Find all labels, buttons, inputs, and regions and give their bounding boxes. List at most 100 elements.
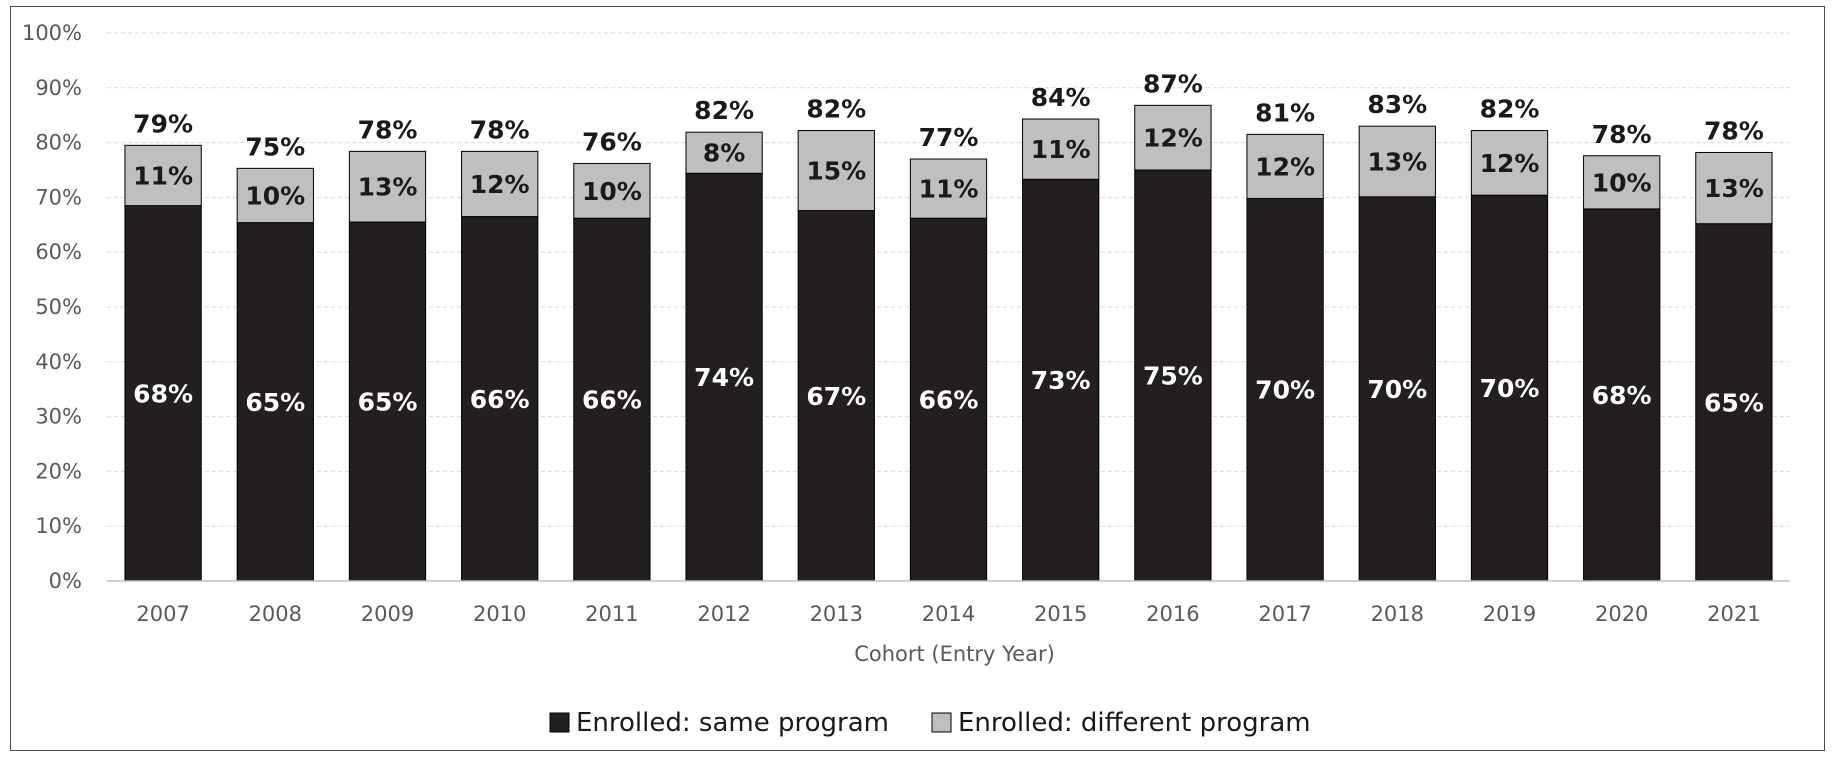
y-tick-label: 40%	[35, 350, 82, 374]
bar-same-program	[909, 217, 988, 582]
total-value-label: 82%	[694, 96, 754, 125]
x-tick-label: 2014	[922, 602, 975, 626]
y-tick-label: 20%	[35, 459, 82, 483]
bar-different-program	[909, 158, 988, 219]
bar-same-program	[461, 216, 539, 582]
bar-different-program	[461, 150, 539, 218]
y-tick-label: 30%	[35, 405, 82, 429]
x-tick-label: 2011	[585, 602, 638, 626]
bars	[124, 104, 1773, 582]
different-program-value-label: 12%	[1480, 149, 1540, 178]
legend-swatch-same-program	[549, 712, 570, 733]
different-program-value-label: 12%	[1255, 152, 1315, 181]
x-tick-label: 2013	[810, 602, 863, 626]
different-program-value-label: 10%	[1592, 168, 1652, 197]
same-program-value-label: 68%	[133, 379, 193, 408]
bar-different-program	[348, 150, 427, 223]
x-axis-title: Cohort (Entry Year)	[854, 642, 1055, 666]
bar-different-program	[685, 131, 763, 174]
same-program-value-label: 75%	[1143, 362, 1203, 391]
same-program-value-label: 67%	[806, 382, 866, 411]
bar-same-program	[685, 172, 763, 582]
different-program-value-label: 13%	[358, 173, 418, 202]
legend-label-same-program: Enrolled: same program	[576, 708, 889, 738]
bar-same-program	[348, 221, 427, 582]
x-tick-label: 2017	[1258, 602, 1311, 626]
different-program-value-label: 12%	[1143, 124, 1203, 153]
bar-same-program	[1134, 169, 1212, 582]
same-program-value-label: 66%	[919, 386, 979, 415]
total-value-label: 75%	[245, 132, 305, 161]
legend-label-different-program: Enrolled: different program	[958, 708, 1311, 738]
different-program-value-label: 12%	[470, 170, 530, 199]
bar-different-program	[1470, 130, 1549, 196]
y-tick-label: 70%	[35, 185, 82, 209]
same-program-value-label: 70%	[1480, 374, 1540, 403]
y-tick-label: 60%	[35, 240, 82, 264]
axes: 0% 10% 20% 30% 40% 50% 60% 70% 80% 90% 100% 2007 200…	[22, 21, 1790, 626]
total-value-label: 78%	[1592, 120, 1652, 149]
different-program-value-label: 10%	[245, 181, 305, 210]
bar-same-program	[1695, 223, 1773, 582]
bar-different-program	[236, 167, 314, 224]
different-program-value-label: 10%	[582, 177, 642, 206]
total-value-label: 81%	[1255, 98, 1315, 127]
same-program-value-label: 66%	[470, 385, 530, 414]
x-tick-label: 2007	[136, 602, 189, 626]
total-value-label: 84%	[1031, 83, 1091, 112]
total-value-label: 82%	[1480, 95, 1540, 124]
total-value-label: 77%	[919, 123, 979, 152]
y-tick-label: 90%	[35, 76, 82, 100]
different-program-value-label: 8%	[703, 139, 745, 168]
same-program-value-label: 70%	[1367, 375, 1427, 404]
bar-different-program	[573, 162, 651, 219]
total-value-label: 82%	[806, 95, 866, 124]
y-tick-label: 0%	[49, 569, 82, 593]
total-value-label: 87%	[1143, 69, 1203, 98]
x-tick-label: 2015	[1034, 602, 1087, 626]
bar-same-program	[573, 217, 651, 582]
total-value-label: 83%	[1367, 90, 1427, 119]
bar-same-program	[1470, 194, 1549, 582]
bar-same-program	[124, 205, 202, 582]
bar-different-program	[1358, 125, 1436, 198]
same-program-value-label: 74%	[694, 363, 754, 392]
x-tick-label: 2016	[1146, 602, 1199, 626]
same-program-value-label: 65%	[358, 388, 418, 417]
x-tick-label: 2008	[249, 602, 302, 626]
y-tick-label: 100%	[22, 21, 82, 45]
bar-same-program	[1583, 208, 1661, 582]
total-value-label: 79%	[133, 109, 193, 138]
same-program-value-label: 66%	[582, 386, 642, 415]
different-program-value-label: 15%	[806, 157, 866, 186]
x-tick-label: 2018	[1371, 602, 1424, 626]
x-tick-label: 2012	[697, 602, 750, 626]
bar-same-program	[1358, 196, 1436, 582]
bar-different-program	[797, 130, 875, 212]
data-labels: 68% 11% 79% 65% 10% 75% 65% 13% 78% 66% 12% 78% 66% 1…	[133, 69, 1764, 417]
bar-different-program	[1583, 155, 1661, 210]
x-tick-label: 2019	[1483, 602, 1536, 626]
bar-different-program	[124, 144, 202, 207]
same-program-value-label: 70%	[1255, 376, 1315, 405]
x-tick-label: 2009	[361, 602, 414, 626]
y-tick-label: 80%	[35, 131, 82, 155]
different-program-value-label: 11%	[919, 175, 979, 204]
y-tick-label: 50%	[35, 295, 82, 319]
total-value-label: 78%	[470, 115, 530, 144]
different-program-value-label: 13%	[1704, 174, 1764, 203]
same-program-value-label: 65%	[245, 388, 305, 417]
legend-swatch-different-program	[931, 712, 952, 733]
x-tick-label: 2010	[473, 602, 526, 626]
different-program-value-label: 11%	[133, 161, 193, 190]
bar-same-program	[1246, 197, 1324, 582]
same-program-value-label: 73%	[1031, 366, 1091, 395]
same-program-value-label: 65%	[1704, 388, 1764, 417]
different-program-value-label: 13%	[1367, 148, 1427, 177]
different-program-value-label: 11%	[1031, 135, 1091, 164]
total-value-label: 78%	[358, 115, 418, 144]
y-tick-label: 10%	[35, 514, 82, 538]
x-tick-label: 2021	[1707, 602, 1760, 626]
bar-different-program	[1134, 104, 1212, 171]
